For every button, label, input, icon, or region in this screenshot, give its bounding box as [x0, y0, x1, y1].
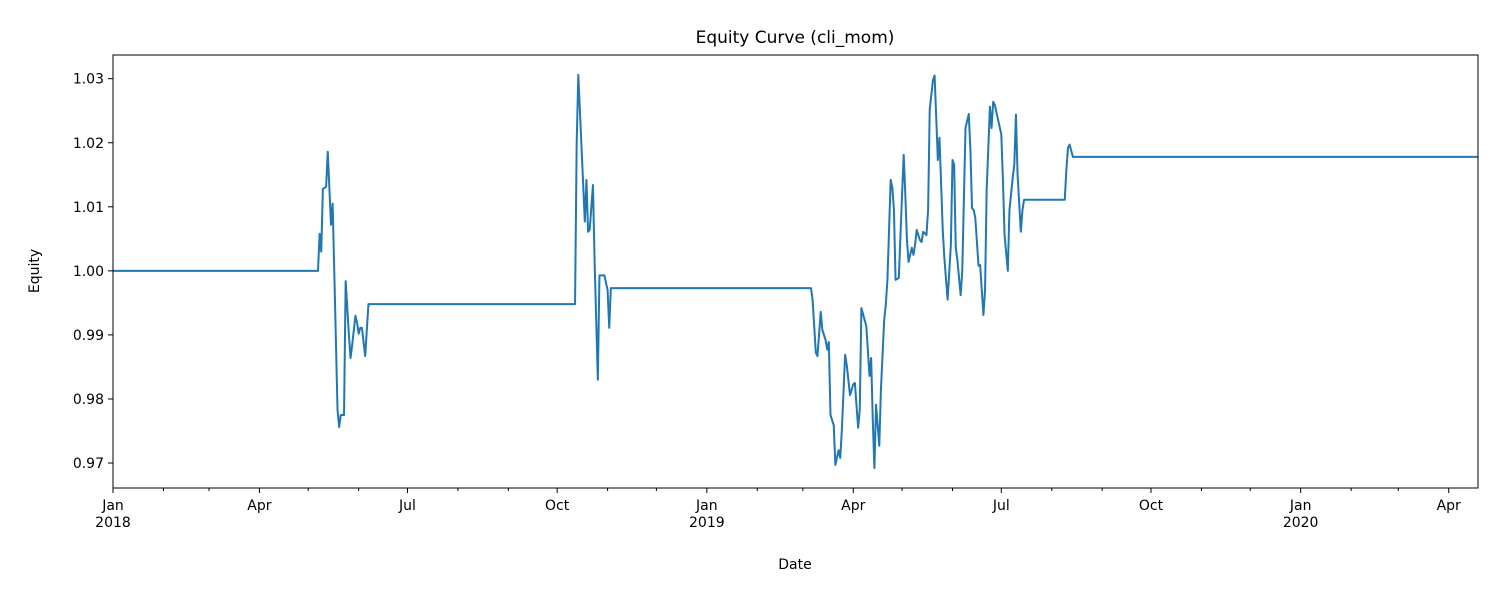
x-tick-label: Jan 2019: [689, 498, 725, 531]
x-tick-label: Jul: [992, 498, 1010, 514]
x-tick-label: Apr: [841, 498, 865, 514]
x-tick-label: Jan 2020: [1283, 498, 1319, 531]
y-tick-label: 0.99: [73, 328, 104, 344]
x-tick-label: Jul: [398, 498, 416, 514]
y-tick-label: 1.03: [73, 72, 104, 88]
x-tick-label: Jan 2018: [95, 498, 131, 531]
y-tick-label: 1.00: [73, 264, 104, 280]
y-axis-label: Equity: [27, 249, 43, 293]
equity-line: [113, 73, 1478, 470]
y-tick-label: 1.02: [73, 136, 104, 152]
x-tick-label: Oct: [545, 498, 570, 514]
y-tick-label: 1.01: [73, 200, 104, 216]
chart-title: Equity Curve (cli_mom): [696, 28, 895, 48]
x-tick-label: Oct: [1139, 498, 1164, 514]
x-tick-label: Apr: [247, 498, 271, 514]
x-tick-label: Apr: [1437, 498, 1461, 514]
plot-frame: [112, 54, 1479, 489]
y-tick-label: 0.98: [73, 392, 104, 408]
x-axis-label: Date: [778, 557, 811, 573]
y-tick-label: 0.97: [73, 456, 104, 472]
